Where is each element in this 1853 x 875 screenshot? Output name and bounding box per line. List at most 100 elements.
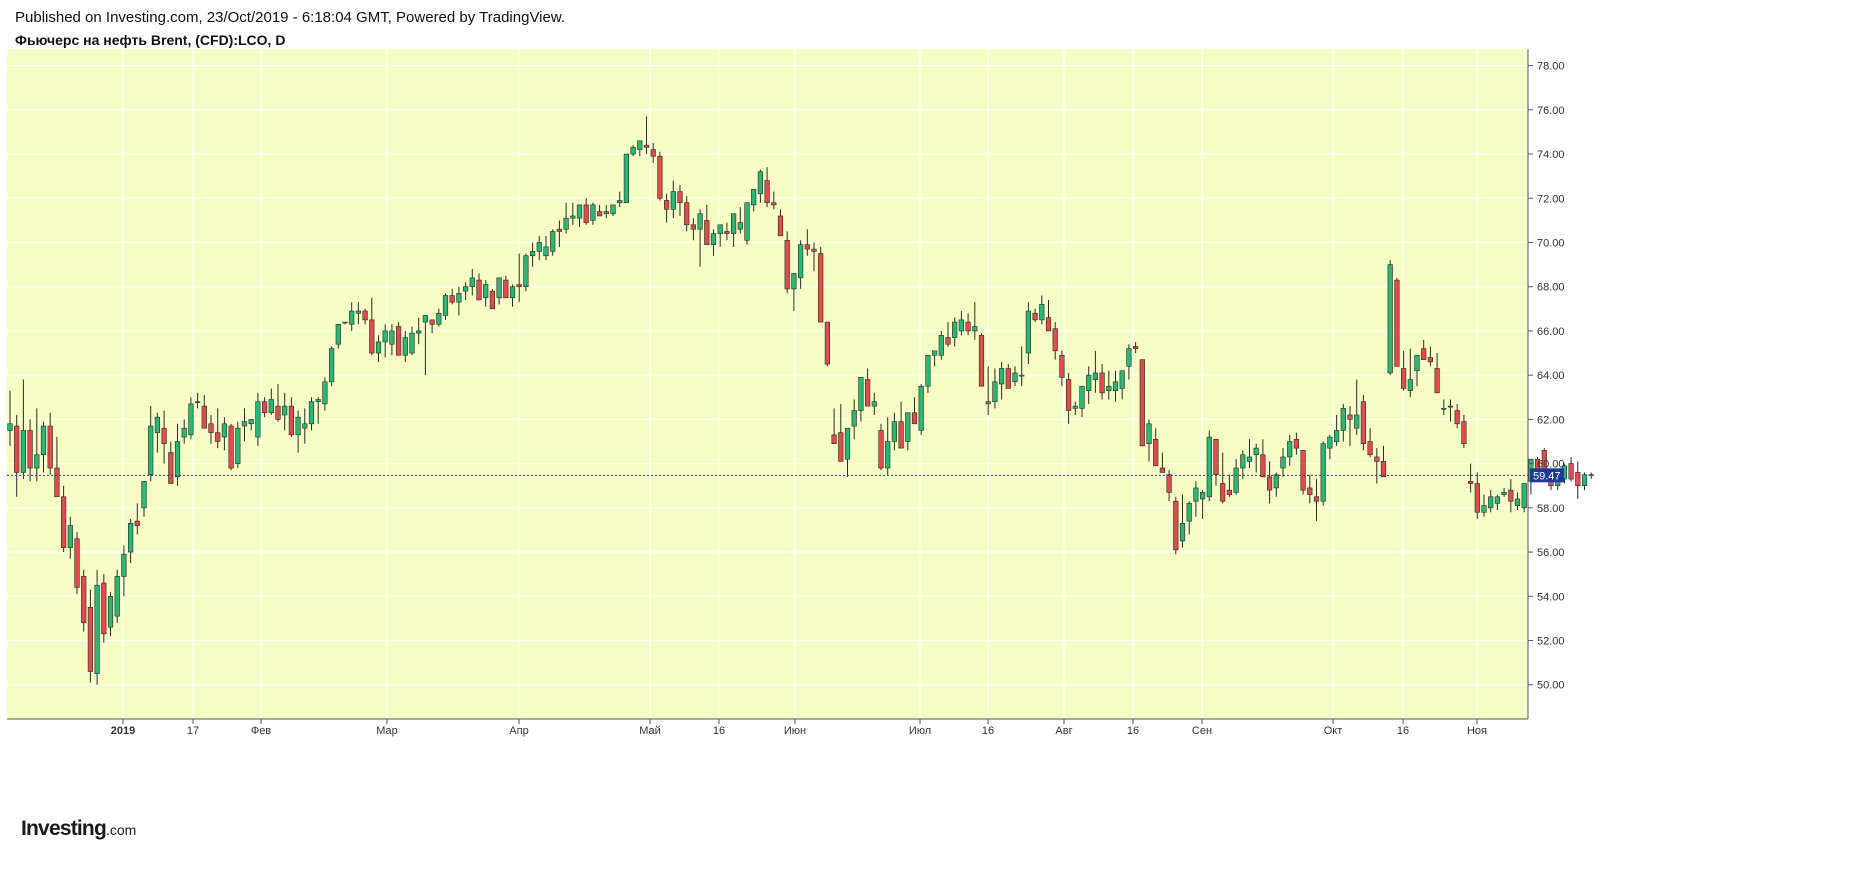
candle-body xyxy=(1327,436,1333,449)
candle xyxy=(268,388,274,415)
time-tick-label: 16 xyxy=(713,725,725,737)
candle xyxy=(1066,372,1072,424)
candle-body xyxy=(858,377,864,411)
candle xyxy=(349,302,355,331)
candle xyxy=(81,569,87,632)
candle xyxy=(1514,492,1521,511)
candle-body xyxy=(596,211,603,217)
candle-body xyxy=(864,379,871,407)
candle-body xyxy=(637,140,643,150)
candle-body xyxy=(844,427,851,460)
candle xyxy=(824,321,830,367)
candle-body xyxy=(195,401,201,403)
candle xyxy=(1454,403,1460,429)
candle-body xyxy=(295,416,301,436)
candle xyxy=(965,313,971,336)
candle-body xyxy=(429,319,435,325)
candle xyxy=(1367,428,1373,457)
candle-body xyxy=(1474,483,1480,513)
candle-body xyxy=(1052,328,1058,352)
candle-body xyxy=(141,480,147,509)
candle-body xyxy=(1454,410,1460,425)
candle xyxy=(1173,496,1179,555)
candle xyxy=(509,284,516,307)
candle xyxy=(992,368,998,409)
candle xyxy=(844,427,851,477)
candle xyxy=(1387,260,1393,376)
candle-body xyxy=(1293,438,1299,449)
candle-body xyxy=(469,277,475,288)
candle-body xyxy=(871,401,877,407)
candle-body xyxy=(107,595,114,628)
candle xyxy=(1166,470,1172,502)
candles xyxy=(7,116,1594,685)
candle xyxy=(20,379,27,480)
candle xyxy=(945,322,951,347)
candle-body xyxy=(965,321,971,332)
candle xyxy=(54,437,60,498)
candle-body xyxy=(1508,489,1514,502)
candle-body xyxy=(1133,346,1139,349)
plot-area xyxy=(7,49,1528,719)
candle xyxy=(784,231,790,294)
candle xyxy=(1588,472,1594,480)
candle-body xyxy=(288,405,295,436)
candle xyxy=(34,408,40,482)
candle xyxy=(1139,359,1145,447)
candle-body xyxy=(650,149,656,157)
candle xyxy=(255,392,261,446)
candle xyxy=(195,392,201,409)
candle xyxy=(1421,339,1427,360)
time-tick-label: Июн xyxy=(784,725,806,737)
candle xyxy=(563,202,569,234)
candle xyxy=(791,273,797,312)
candle xyxy=(1119,370,1125,400)
candle xyxy=(1575,461,1581,499)
candle-body xyxy=(1575,472,1581,487)
candle xyxy=(1005,364,1011,389)
candle xyxy=(596,204,603,217)
candle xyxy=(161,410,167,464)
candle-body xyxy=(1220,483,1226,502)
price-tick-label: 54.00 xyxy=(1537,591,1565,603)
candle-body xyxy=(462,286,469,292)
candle-body xyxy=(1146,423,1152,445)
candle xyxy=(637,140,643,157)
candle xyxy=(74,532,80,595)
candle xyxy=(215,408,221,449)
candle xyxy=(730,213,737,247)
candle xyxy=(1025,302,1031,365)
candle-body xyxy=(503,279,509,299)
candle-body xyxy=(1246,456,1253,462)
candle-body xyxy=(1086,374,1092,391)
candle-body xyxy=(1106,385,1112,391)
candle xyxy=(717,224,723,247)
candle-body xyxy=(1394,279,1400,367)
candle xyxy=(1488,490,1494,513)
candle xyxy=(60,485,67,553)
candle xyxy=(905,412,911,451)
candle-body xyxy=(456,293,462,303)
candle xyxy=(858,377,864,422)
candle-body xyxy=(362,310,368,321)
candle-body xyxy=(20,430,27,473)
candle xyxy=(87,589,93,683)
candle xyxy=(221,417,228,451)
candle-body xyxy=(811,248,817,252)
candle-body xyxy=(1032,312,1038,321)
candle-body xyxy=(81,576,87,624)
candle xyxy=(1521,483,1527,513)
candle-body xyxy=(322,381,328,405)
candle xyxy=(1441,399,1447,415)
candle xyxy=(1394,277,1400,367)
candle xyxy=(1052,322,1058,360)
candle-body xyxy=(985,401,991,405)
candle-body xyxy=(148,425,154,475)
candle xyxy=(442,293,449,320)
candle xyxy=(684,196,690,232)
candle-body xyxy=(161,427,167,445)
candle xyxy=(1206,430,1212,502)
time-tick-label: Май xyxy=(639,725,661,737)
candle-body xyxy=(1193,487,1199,502)
